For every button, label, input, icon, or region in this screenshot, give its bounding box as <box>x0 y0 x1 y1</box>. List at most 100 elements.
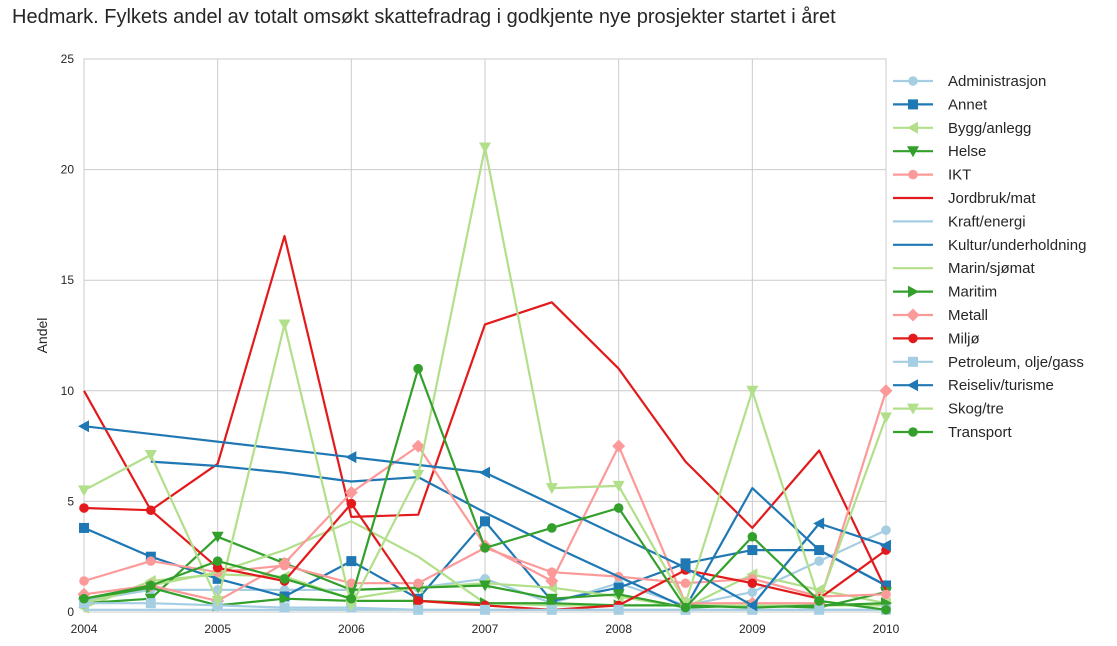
data-point-transport <box>146 580 156 591</box>
x-tick-label: 2007 <box>472 622 499 636</box>
legend-item-jordbruk-mat: Jordbruk/mat <box>893 190 1036 207</box>
legend-item-petroleum-olje-gass: Petroleum, olje/gass <box>893 354 1084 371</box>
data-point-reiseliv-turisme <box>479 466 490 479</box>
y-tick-label: 5 <box>67 494 74 508</box>
data-point-helse <box>612 589 625 601</box>
data-point-skog-tre <box>746 385 759 397</box>
legend-item-annet: Annet <box>893 96 988 113</box>
data-point-skog-tre <box>880 412 892 424</box>
legend-label: Jordbruk/mat <box>948 190 1036 207</box>
data-point-petroleum-olje-gass <box>480 604 490 615</box>
legend-item-metall: Metall <box>893 307 988 324</box>
data-point-annet <box>212 573 223 584</box>
series-line-jordbruk-mat <box>83 234 887 591</box>
data-point-reiseliv-turisme <box>679 561 691 574</box>
data-point-metall <box>411 439 425 453</box>
legend-label: Helse <box>948 143 986 160</box>
data-point-transport <box>480 543 490 553</box>
legend-label: Kultur/underholdning <box>948 237 1086 254</box>
data-point-transport <box>680 602 691 613</box>
legend-marker <box>908 285 919 298</box>
data-point-petroleum-olje-gass <box>814 604 825 615</box>
y-tick-label: 15 <box>61 273 75 287</box>
data-point-administrasjon <box>747 587 758 597</box>
x-tick-label: 2010 <box>873 622 900 636</box>
data-point-reiseliv-turisme <box>880 539 891 552</box>
legend-label: Skog/tre <box>948 401 1004 418</box>
data-point-transport <box>613 503 624 513</box>
data-point-transport <box>814 596 824 606</box>
data-point-miljø <box>413 596 423 606</box>
legend-label: IKT <box>948 167 971 184</box>
data-point-reiseliv-turisme <box>813 517 825 530</box>
series-kultur-underholdning <box>150 460 887 609</box>
legend-label: Reiseliv/turisme <box>948 377 1054 394</box>
data-point-metall <box>545 574 559 588</box>
y-tick-label: 20 <box>61 163 75 177</box>
data-point-petroleum-olje-gass <box>747 604 758 615</box>
legend-label: Transport <box>948 424 1012 441</box>
data-point-skog-tre <box>278 319 291 331</box>
series-reiseliv-turisme <box>78 420 891 612</box>
data-point-miljø <box>747 578 758 589</box>
data-point-administrasjon <box>881 525 891 535</box>
legend-marker <box>908 169 918 180</box>
data-point-metall <box>278 556 291 570</box>
data-point-metall <box>344 486 358 500</box>
legend-label: Marin/sjømat <box>948 260 1036 277</box>
data-point-transport <box>547 523 557 533</box>
data-point-petroleum-olje-gass <box>546 604 557 615</box>
data-point-petroleum-olje-gass <box>145 598 156 609</box>
x-tick-label: 2005 <box>204 622 231 636</box>
legend-marker <box>906 308 920 322</box>
series-transport <box>79 363 891 615</box>
data-point-skog-tre <box>545 483 558 495</box>
legend-marker <box>907 403 919 415</box>
x-tick-label: 2006 <box>338 622 365 636</box>
legend-item-reiseliv-turisme: Reiseliv/turisme <box>893 377 1054 394</box>
data-point-annet <box>79 522 89 533</box>
legend-label: Bygg/anlegg <box>948 120 1031 137</box>
series-group <box>77 142 893 615</box>
legend-item-miljø: Miljø <box>893 330 980 347</box>
x-tick-label: 2009 <box>739 622 766 636</box>
legend-item-bygg-anlegg: Bygg/anlegg <box>893 120 1031 137</box>
data-point-helse <box>211 531 224 543</box>
chart-title: Hedmark. Fylkets andel av totalt omsøkt … <box>12 6 836 28</box>
legend-label: Kraft/energi <box>948 213 1026 230</box>
data-point-transport <box>747 531 758 542</box>
data-point-skog-tre <box>479 142 491 154</box>
data-point-ikt <box>346 578 357 589</box>
y-axis-label: Andel <box>34 318 50 354</box>
data-point-ikt <box>79 576 89 586</box>
y-tick-label: 0 <box>67 605 74 619</box>
legend-item-kraft-energi: Kraft/energi <box>893 213 1026 230</box>
data-point-ikt <box>146 556 156 566</box>
legend-marker <box>907 121 918 134</box>
data-point-transport <box>79 593 89 604</box>
data-point-ikt <box>413 578 423 589</box>
legend-marker <box>908 427 918 437</box>
data-point-ikt <box>680 578 691 589</box>
x-tick-label: 2008 <box>605 622 632 636</box>
x-tick-label: 2004 <box>71 622 98 636</box>
legend: Administrasjon Annet Bygg/anlegg Helse IKT Jo… <box>893 73 1086 441</box>
legend-item-skog-tre: Skog/tre <box>893 401 1004 418</box>
data-point-miljø <box>346 498 357 509</box>
data-point-miljø <box>212 562 223 573</box>
legend-item-transport: Transport <box>893 424 1012 441</box>
legend-item-marin-sjømat: Marin/sjømat <box>893 260 1036 277</box>
legend-item-helse: Helse <box>893 143 986 160</box>
data-point-helse <box>479 580 491 592</box>
legend-label: Metall <box>948 307 988 324</box>
legend-item-kultur-underholdning: Kultur/underholdning <box>893 237 1086 254</box>
legend-label: Annet <box>948 96 988 113</box>
data-point-transport <box>413 363 423 374</box>
data-point-helse <box>545 593 558 605</box>
legend-marker <box>908 356 918 367</box>
data-point-annet <box>680 558 691 569</box>
legend-label: Maritim <box>948 284 997 301</box>
legend-marker <box>907 379 918 392</box>
y-tick-label: 25 <box>61 52 75 66</box>
